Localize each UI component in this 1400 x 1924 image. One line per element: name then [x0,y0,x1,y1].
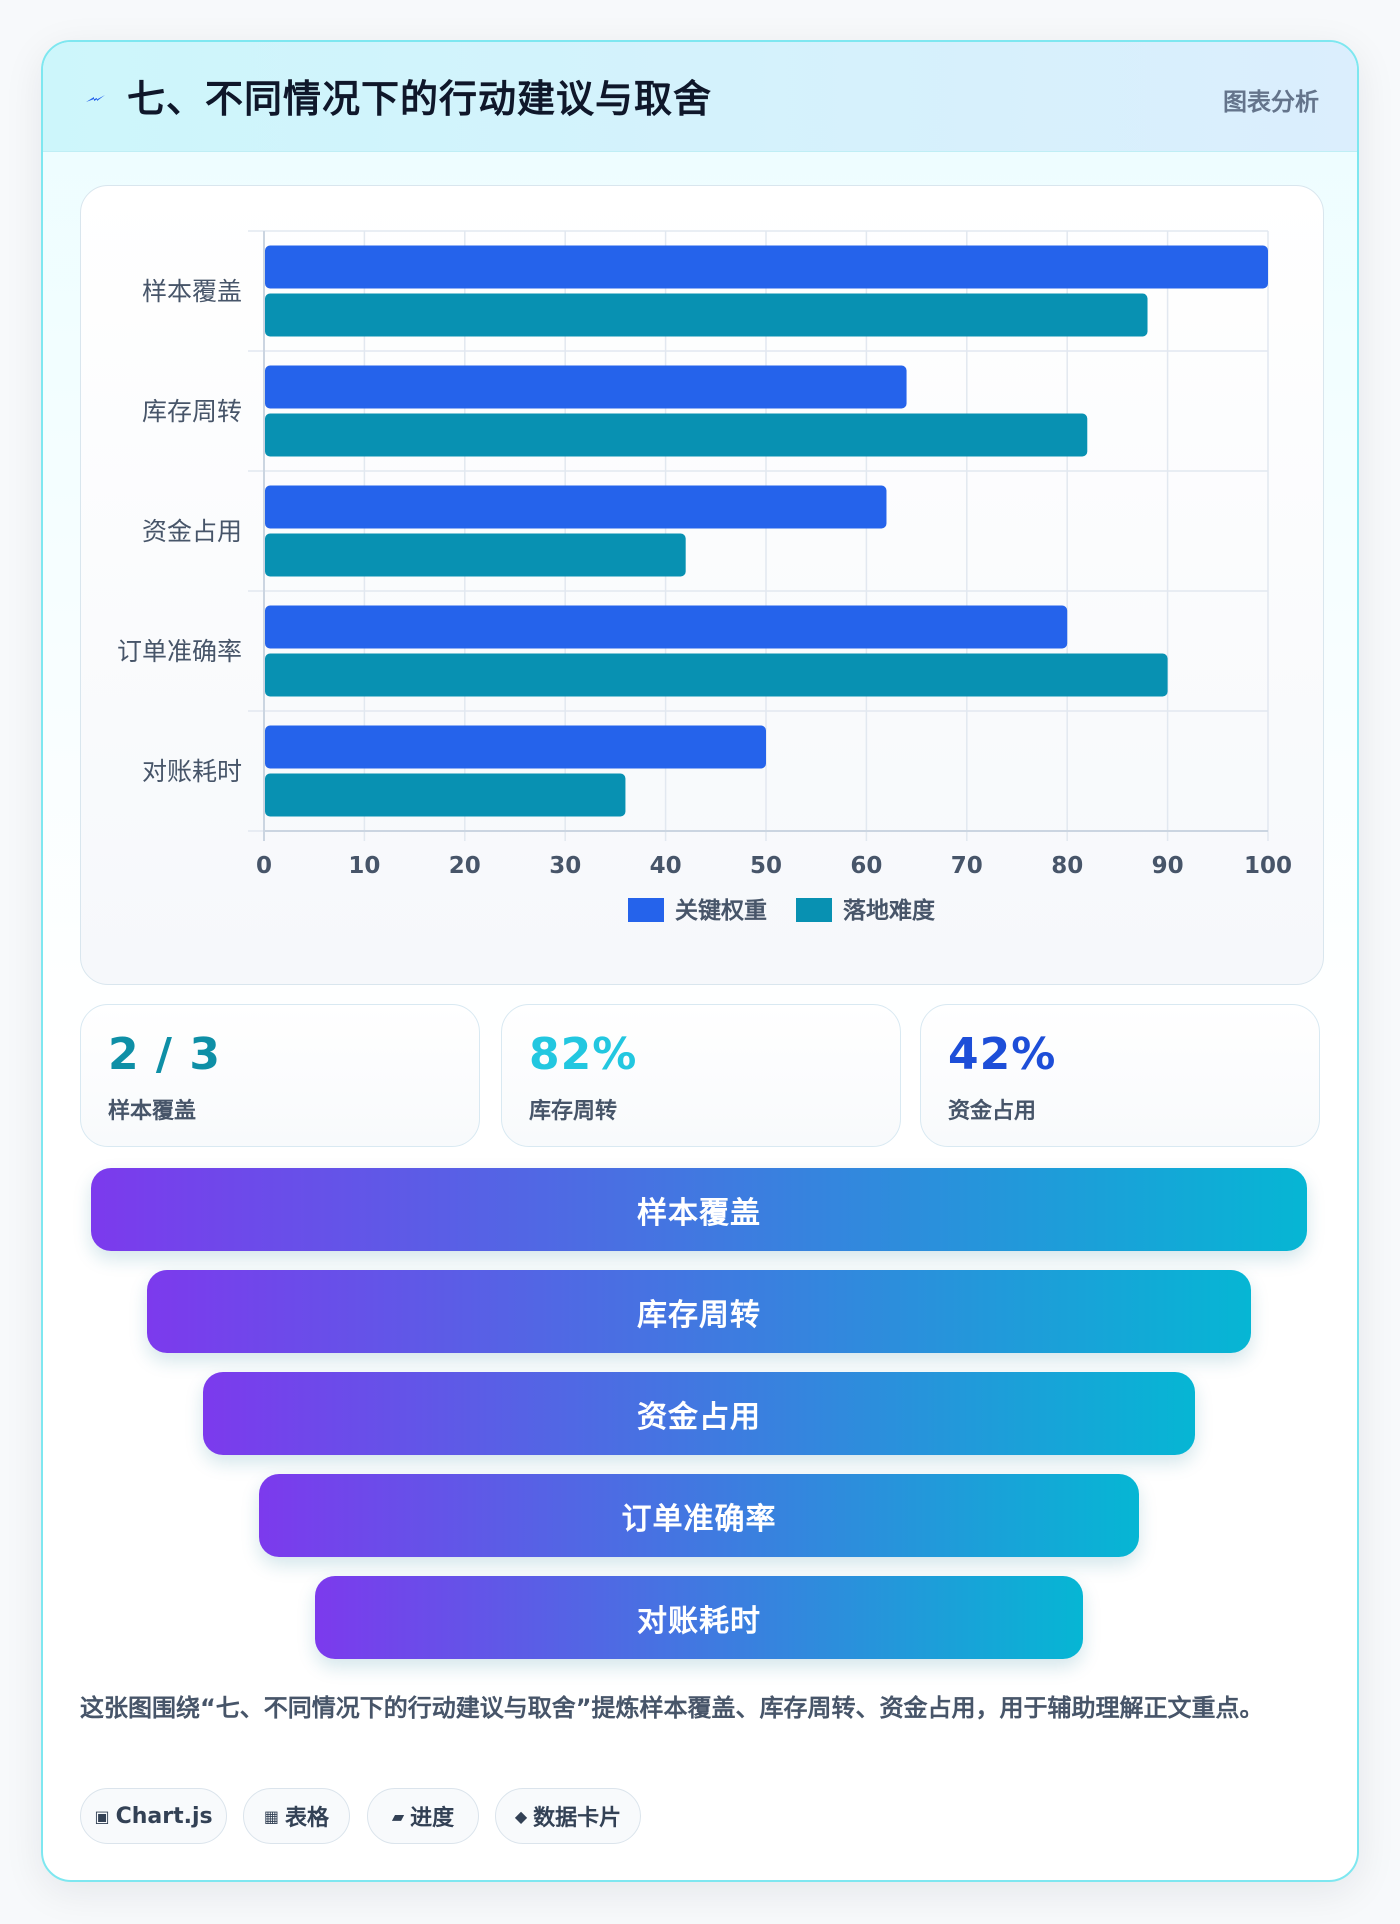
table-icon: ▦ [263,1806,280,1826]
bar [265,365,907,409]
tick-label: 100 [1244,853,1292,879]
bar [265,653,1168,697]
category-label: 对账耗时 [142,757,242,786]
legend-swatch [628,898,664,922]
data-card-icon: ◆ [514,1806,528,1826]
category-label: 资金占用 [142,517,242,546]
tag-progress[interactable]: ▰ 进度 [367,1788,479,1844]
bar [265,605,1068,649]
category-label: 样本覆盖 [142,277,242,306]
tag-label: 进度 [410,1806,455,1831]
tag-chartjs[interactable]: ▣ Chart.js [80,1788,227,1844]
category-label: 订单准确率 [117,637,242,666]
header-badge: 图表分析 [1223,88,1319,116]
legend-label: 关键权重 [675,897,767,924]
tick-label: 10 [348,853,380,879]
funnel-step-4: 订单准确率 [259,1474,1139,1557]
bar [265,725,766,769]
bar-chart-panel: 样本覆盖库存周转资金占用订单准确率对账耗时 0 10 20 30 40 50 60 70 80 90… [80,185,1324,985]
stat-label: 样本覆盖 [108,1099,197,1124]
stat-label: 库存周转 [529,1099,618,1124]
tick-label: 70 [951,853,983,879]
bar [265,245,1268,289]
bar [265,485,887,529]
tag-label: Chart.js [115,1803,213,1829]
tick-label: 50 [750,853,782,879]
chart-icon: ▣ [94,1806,110,1826]
bar [265,533,686,577]
legend-label: 落地难度 [843,897,936,924]
bar [265,293,1148,337]
funnel-step-5: 对账耗时 [315,1576,1083,1659]
tick-label: 0 [256,853,272,879]
category-label: 库存周转 [142,397,242,426]
stat-label: 资金占用 [948,1099,1037,1124]
stat-value: 82% [529,1029,638,1080]
tick-label: 60 [850,853,882,879]
stat-card-inventory: 82% 库存周转 [501,1004,901,1147]
tag-label: 表格 [285,1806,330,1831]
tick-label: 80 [1051,853,1083,879]
legend-swatch [796,898,832,922]
stat-card-capital: 42% 资金占用 [920,1004,1320,1147]
page-title: 七、不同情况下的行动建议与取舍 [127,77,713,121]
funnel-step-1: 样本覆盖 [91,1168,1307,1251]
chart-card: 七、不同情况下的行动建议与取舍 图表分析 样本覆盖 库存周转 资金占用 订单准确率 对账… [41,40,1359,1882]
tag-data-card[interactable]: ◆ 数据卡片 [495,1788,641,1844]
funnel-step-2: 库存周转 [147,1270,1251,1353]
tick-label: 90 [1152,853,1184,879]
stat-card-sample: 2 / 3 样本覆盖 [80,1004,480,1147]
tick-label: 20 [449,853,481,879]
lightning-icon [86,95,105,102]
progress-icon: ▰ [391,1806,405,1826]
summary-text: 这张图围绕“七、不同情况下的行动建议与取舍”提炼样本覆盖、库存周转、资金占用，用… [80,1694,1264,1722]
card-header: 七、不同情况下的行动建议与取舍 图表分析 [43,42,1357,152]
bar [265,413,1088,457]
tick-label: 40 [650,853,682,879]
bar [265,773,626,817]
funnel-step-3: 资金占用 [203,1372,1195,1455]
stat-value: 2 / 3 [108,1029,221,1080]
tag-label: 数据卡片 [533,1806,622,1831]
tick-label: 30 [549,853,581,879]
stat-value: 42% [948,1029,1057,1080]
tag-table[interactable]: ▦ 表格 [243,1788,350,1844]
